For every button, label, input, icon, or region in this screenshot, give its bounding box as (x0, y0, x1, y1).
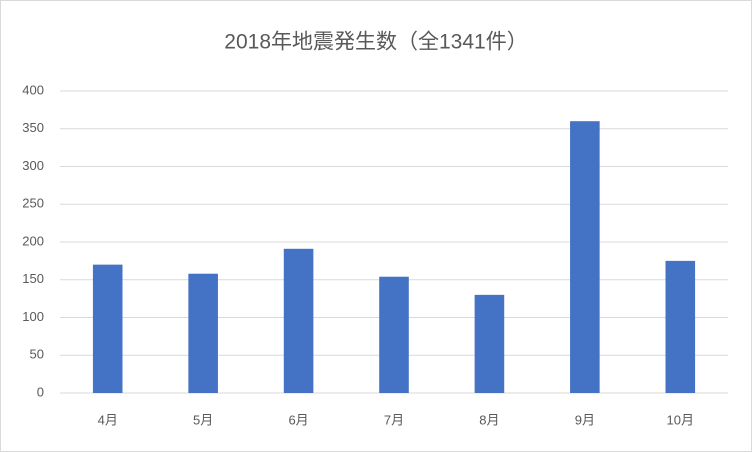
y-tick-label: 200 (22, 233, 44, 248)
x-tick-label: 7月 (384, 412, 404, 427)
y-tick-label: 350 (22, 120, 44, 135)
x-tick-label: 9月 (575, 412, 595, 427)
bar (570, 121, 600, 393)
bar (188, 273, 218, 393)
y-tick-label: 100 (22, 309, 44, 324)
x-tick-label: 10月 (667, 412, 694, 427)
y-tick-label: 300 (22, 158, 44, 173)
y-tick-label: 400 (22, 82, 44, 97)
bar (92, 264, 123, 393)
bar (665, 260, 696, 393)
x-tick-label: 8月 (479, 412, 499, 427)
x-tick-label: 4月 (98, 412, 118, 427)
y-tick-label: 250 (22, 196, 44, 211)
bar (379, 276, 409, 393)
bar (474, 294, 505, 393)
x-tick-label: 6月 (288, 412, 308, 427)
x-tick-label: 5月 (193, 412, 213, 427)
y-tick-label: 50 (30, 347, 44, 362)
bar (283, 248, 314, 393)
chart-title: 2018年地震発生数（全1341件） (224, 31, 527, 54)
y-tick-label: 150 (22, 271, 44, 286)
y-tick-label: 0 (37, 384, 44, 399)
